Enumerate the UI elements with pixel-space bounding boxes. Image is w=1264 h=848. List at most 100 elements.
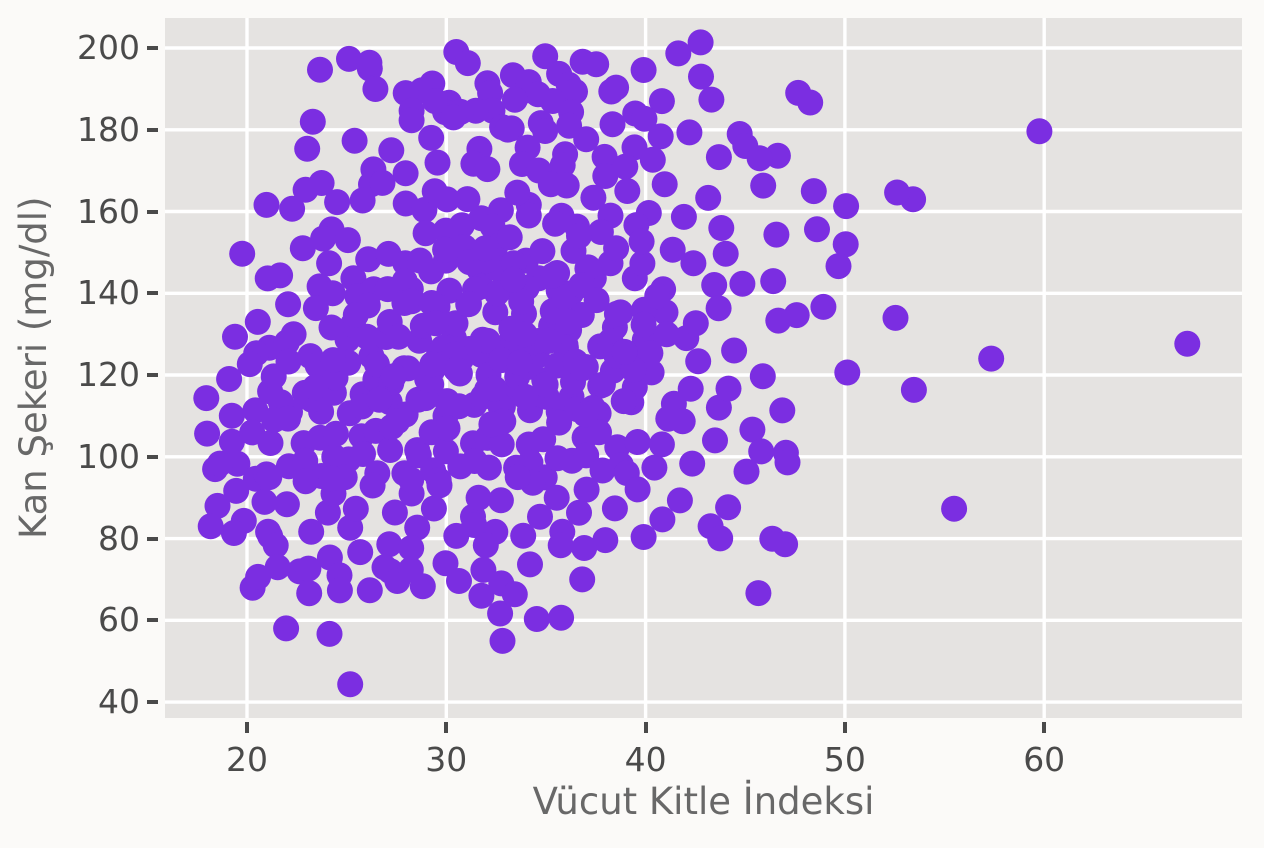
data-point — [320, 347, 347, 374]
data-point — [1174, 330, 1201, 357]
y-tick-mark — [147, 618, 158, 623]
data-point — [676, 119, 703, 146]
data-point — [398, 466, 425, 493]
data-point — [275, 348, 302, 375]
data-point — [292, 468, 319, 495]
data-point — [750, 172, 777, 199]
data-point — [512, 383, 539, 410]
data-point — [253, 191, 280, 218]
data-point — [289, 235, 316, 262]
y-tick-label: 140 — [77, 273, 140, 313]
data-point — [629, 250, 656, 277]
data-point — [603, 300, 630, 327]
y-tick-mark — [147, 46, 158, 50]
data-point — [745, 580, 772, 607]
data-point — [628, 228, 655, 255]
data-point — [797, 89, 824, 116]
data-point — [398, 107, 425, 134]
data-point — [193, 385, 220, 412]
data-point — [832, 231, 859, 258]
x-tick-label: 50 — [823, 740, 866, 779]
data-point — [705, 295, 732, 322]
data-point — [316, 250, 343, 277]
data-point — [665, 40, 692, 67]
x-axis-label: Vücut Kitle İndeksi — [532, 780, 875, 823]
data-point — [748, 438, 775, 465]
data-point — [426, 472, 453, 499]
data-point — [666, 487, 693, 514]
data-point — [385, 323, 412, 350]
data-point — [223, 477, 250, 504]
y-tick-mark — [147, 700, 158, 705]
data-point — [739, 416, 766, 443]
data-point — [546, 409, 573, 436]
data-point — [494, 116, 521, 143]
data-point — [478, 411, 505, 438]
data-point — [318, 465, 345, 492]
data-point — [355, 246, 382, 273]
data-point — [347, 539, 374, 566]
data-point — [194, 420, 221, 447]
data-point — [381, 499, 408, 526]
data-point — [659, 236, 686, 263]
data-point — [510, 522, 537, 549]
data-point — [378, 137, 405, 164]
data-point — [624, 429, 651, 455]
data-point — [573, 126, 600, 153]
data-point — [422, 310, 449, 337]
data-point — [398, 535, 425, 562]
data-point — [729, 270, 756, 297]
data-point — [630, 311, 657, 338]
data-point — [535, 327, 562, 354]
data-point — [630, 57, 657, 83]
data-point — [440, 104, 467, 131]
data-point — [419, 351, 446, 378]
data-point — [251, 488, 278, 515]
data-point — [670, 203, 697, 230]
data-point — [472, 532, 499, 559]
data-point — [422, 88, 449, 115]
y-tick-mark — [147, 291, 158, 296]
data-point — [639, 146, 666, 173]
y-tick-mark — [147, 209, 158, 214]
data-point — [648, 431, 675, 458]
data-point — [548, 604, 575, 631]
data-point — [446, 393, 472, 420]
data-point — [669, 408, 696, 435]
data-point — [412, 220, 439, 247]
data-point — [624, 476, 651, 503]
data-point — [708, 215, 735, 241]
data-point — [341, 127, 368, 154]
data-point — [245, 563, 272, 590]
data-point — [566, 222, 592, 249]
data-point — [825, 253, 852, 280]
data-point — [542, 210, 569, 237]
y-tick-label: 40 — [98, 682, 140, 722]
x-tick-mark — [245, 722, 249, 733]
data-point — [523, 606, 550, 632]
data-point — [420, 495, 447, 522]
data-point — [418, 124, 445, 151]
data-point — [216, 366, 243, 392]
data-point — [653, 321, 680, 348]
data-point — [273, 615, 300, 642]
data-point — [482, 299, 509, 326]
data-point — [279, 195, 306, 222]
data-point — [434, 186, 461, 213]
y-tick-label: 200 — [77, 28, 140, 67]
data-point — [592, 527, 619, 554]
data-point — [680, 250, 707, 277]
data-point — [882, 304, 909, 331]
data-point — [592, 163, 619, 189]
data-point — [611, 338, 638, 365]
data-point — [222, 323, 248, 350]
data-point — [376, 531, 403, 558]
data-point — [229, 240, 256, 267]
data-point — [257, 430, 284, 456]
data-point — [418, 290, 445, 316]
data-point — [746, 145, 773, 172]
data-point — [475, 454, 502, 481]
data-point — [496, 224, 523, 251]
y-tick-label: 60 — [98, 600, 140, 640]
